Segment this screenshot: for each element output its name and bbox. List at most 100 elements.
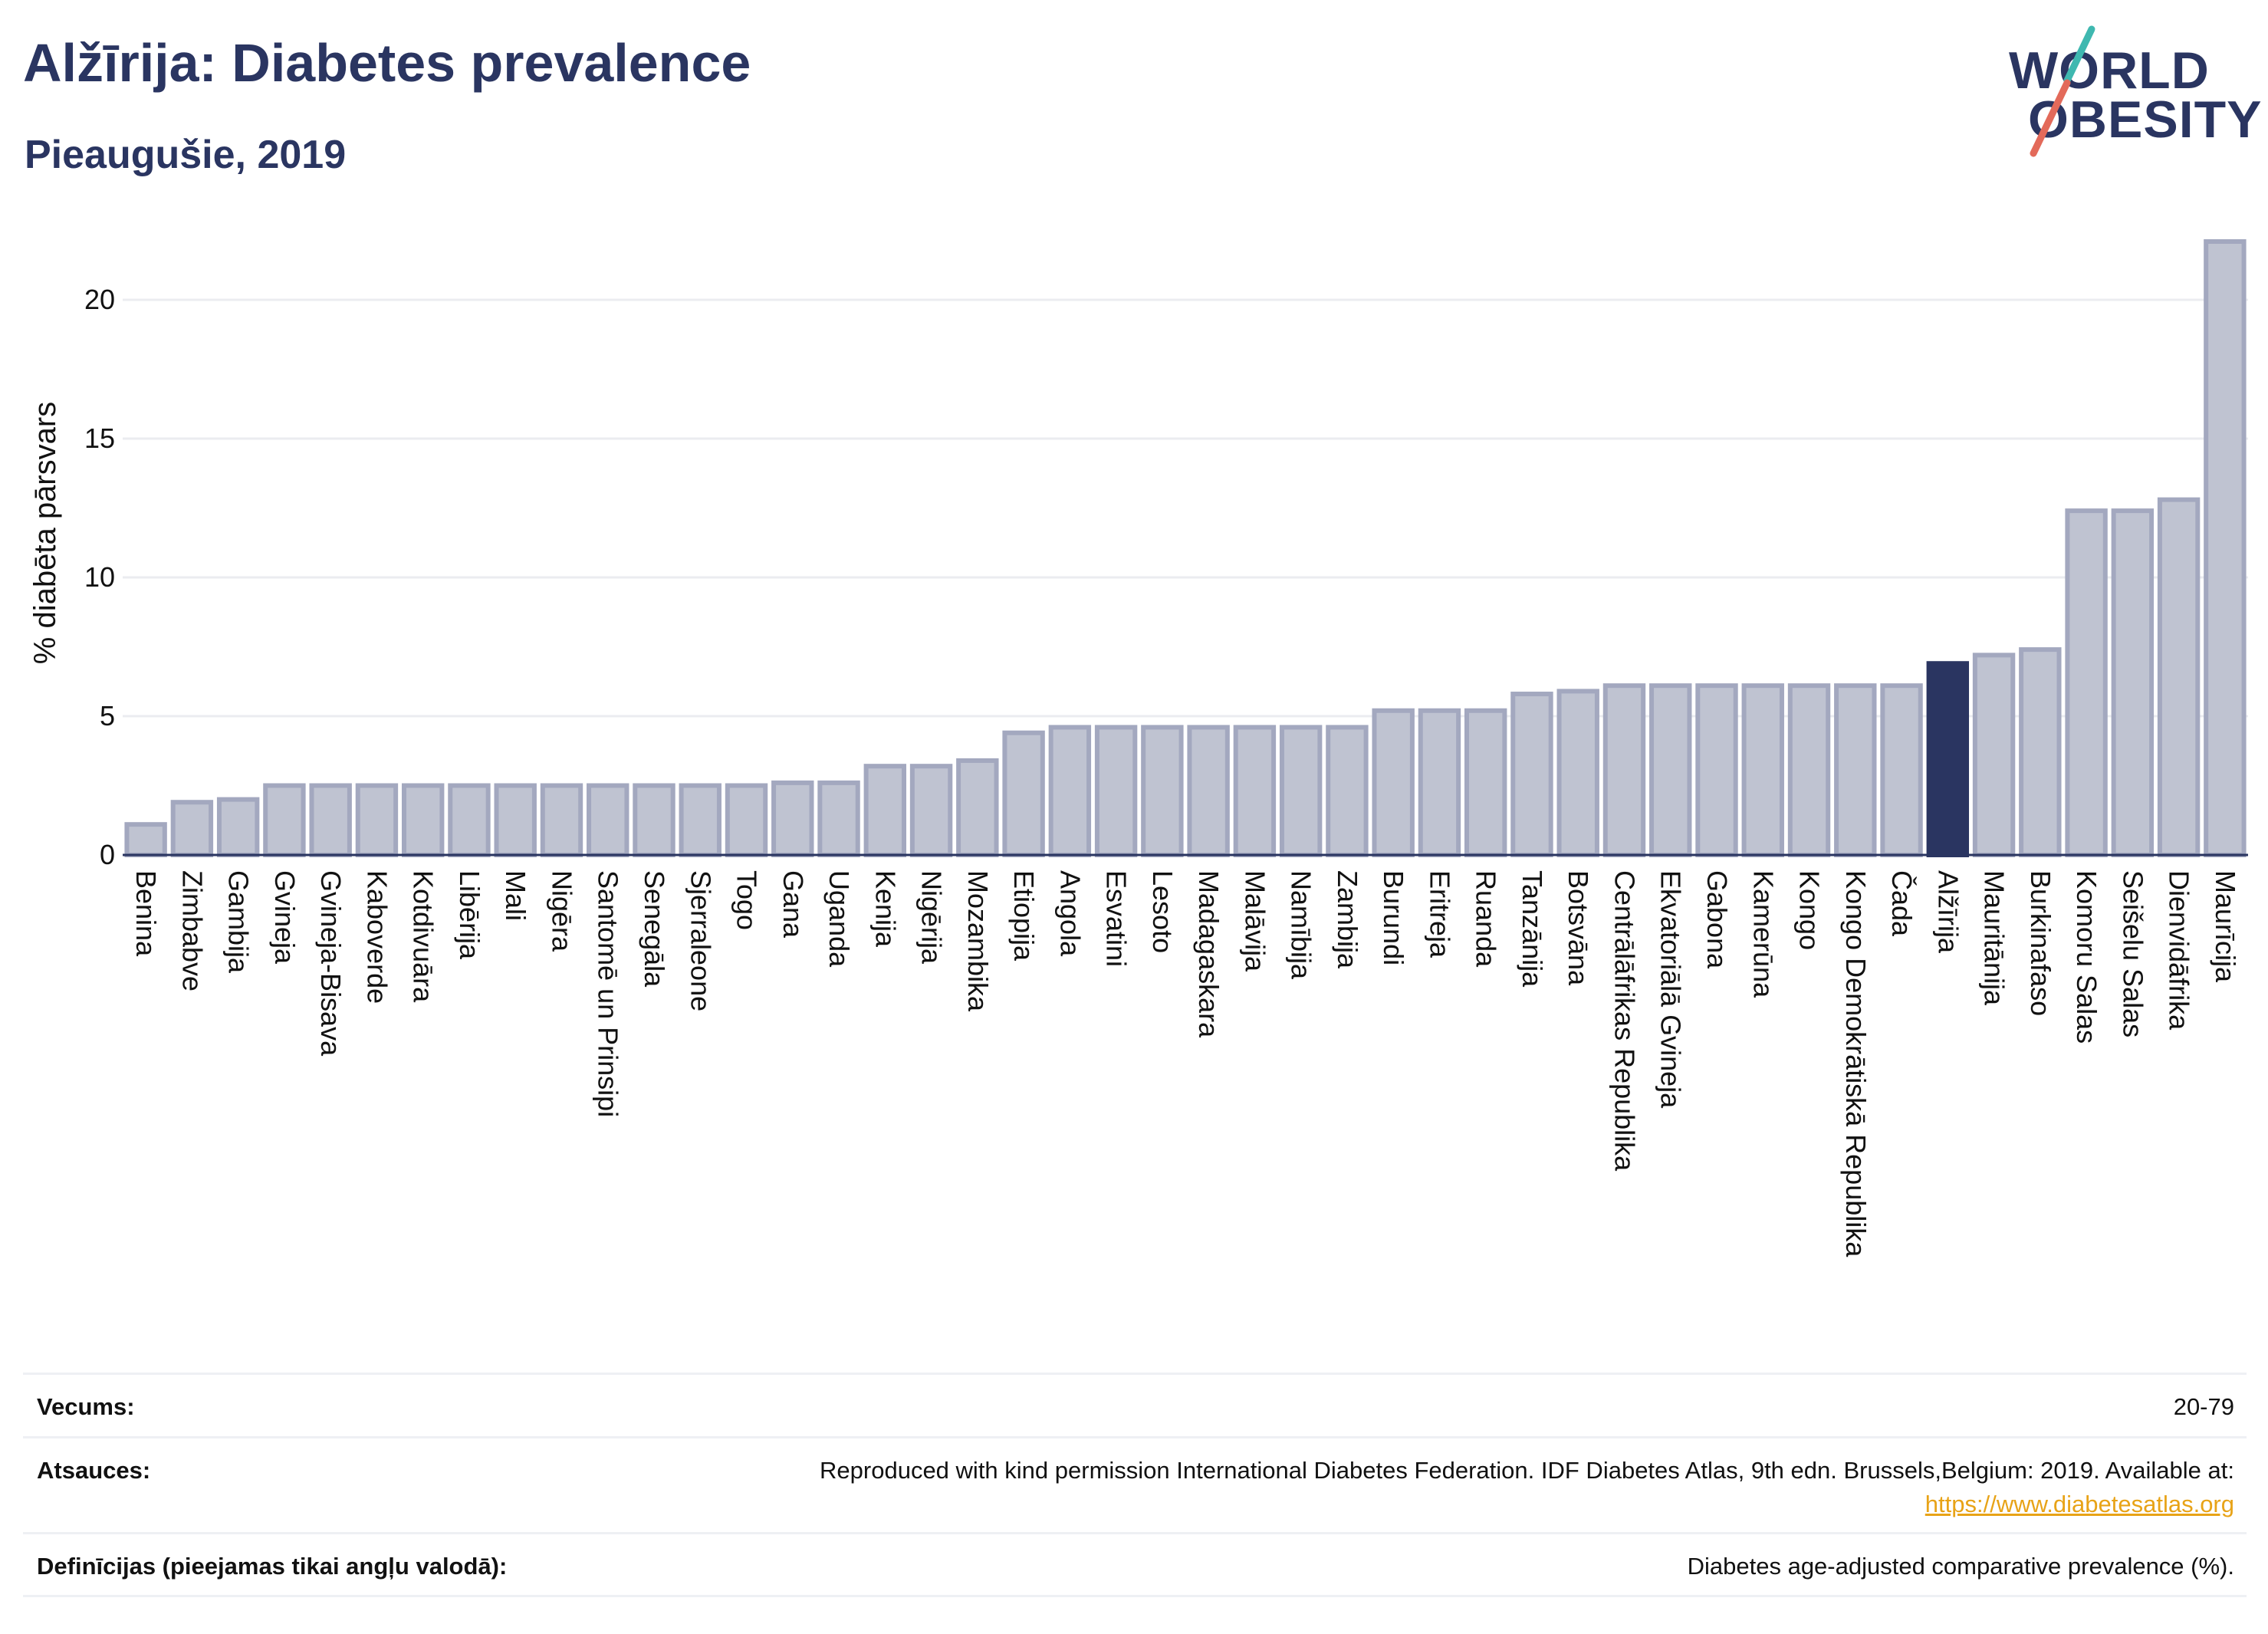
x-tick-label: Esvatini	[1101, 870, 1132, 967]
bar-Eritreja[interactable]	[1418, 708, 1461, 858]
bar-Gvineja-Bisava[interactable]	[309, 783, 352, 857]
x-tick-label: Uganda	[823, 870, 855, 968]
x-tick-labels: Benina Zimbabve Gambija Gvineja Gvineja-Bisa…	[130, 870, 2241, 1258]
grid-lines	[123, 298, 2248, 718]
x-tick-label: Mauritānija	[1979, 870, 2010, 1006]
bar-Kamerūna[interactable]	[1741, 683, 1784, 857]
bar-Gvineja[interactable]	[263, 783, 306, 857]
bar-chart: 0 5 10 15 20 Benina Zimbabve Gambija Gvineja Gvi…	[28, 238, 2248, 1258]
x-tick-label: Gabona	[1701, 870, 1733, 969]
bar-Lesoto[interactable]	[1141, 725, 1184, 857]
bar-Gana[interactable]	[771, 780, 814, 858]
bar-Etiopija[interactable]	[1002, 730, 1045, 857]
bar-Uganda[interactable]	[817, 780, 860, 858]
x-tick-label: Sjerraleone	[685, 870, 716, 1011]
bar-Esvatini[interactable]	[1094, 725, 1138, 857]
bar-Zambija[interactable]	[1326, 725, 1369, 857]
bar-Burundi[interactable]	[1372, 708, 1415, 858]
age-label: Vecums:	[37, 1393, 135, 1420]
bar-Tanzānija[interactable]	[1510, 692, 1553, 857]
bar-Maurīcija[interactable]	[2204, 238, 2247, 858]
y-axis-label: % diabēta pārsvars	[28, 402, 62, 664]
footer-definitions-row: Definīcijas (pieejamas tikai angļu valod…	[23, 1532, 2247, 1597]
x-tick-label: Namībija	[1286, 870, 1317, 980]
bar-Mauritānija[interactable]	[1972, 653, 2016, 857]
bar-Togo[interactable]	[725, 783, 768, 857]
bar-Ruanda[interactable]	[1464, 708, 1507, 858]
bar-Madagaskara[interactable]	[1187, 725, 1230, 857]
x-tick-label: Kamerūna	[1747, 870, 1779, 998]
x-tick-label: Eritreja	[1424, 870, 1455, 958]
bar-Nigērija[interactable]	[909, 764, 953, 857]
bar-Botsvāna[interactable]	[1556, 689, 1599, 857]
bar-Ekvatoriālā Gvineja[interactable]	[1649, 683, 1692, 857]
bar-Benina[interactable]	[124, 822, 167, 858]
x-tick-label: Dienvidāfrika	[2164, 870, 2195, 1031]
bar-Kongo[interactable]	[1787, 683, 1831, 857]
bar-Angola[interactable]	[1048, 725, 1092, 857]
bar-Dienvidāfrika[interactable]	[2157, 497, 2201, 857]
bar-Malāvija[interactable]	[1233, 725, 1277, 857]
x-tick-label: Mozambika	[962, 870, 994, 1012]
bar-Gambija[interactable]	[216, 797, 260, 857]
x-tick-label: Madagaskara	[1193, 870, 1224, 1038]
bar-Burkinafaso[interactable]	[2019, 647, 2062, 857]
x-tick-label: Togo	[731, 870, 763, 930]
x-tick-label: Kenija	[869, 870, 901, 948]
bar-Kongo Demokrātiskā Republika[interactable]	[1834, 683, 1877, 857]
sources-link[interactable]: https://www.diabetesatlas.org	[1925, 1491, 2234, 1517]
x-tick-label: Malāvija	[1239, 870, 1270, 972]
x-tick-label: Tanzānija	[1517, 870, 1548, 988]
sources-label: Atsauces:	[37, 1457, 151, 1484]
logo-slash-icon	[2030, 25, 2095, 157]
bar-Nigēra[interactable]	[540, 783, 583, 857]
sources-text: Reproduced with kind permission Internat…	[820, 1457, 2234, 1484]
footer-bottom-border	[23, 1595, 2247, 1597]
x-tick-label: Gvineja	[269, 870, 301, 965]
bar-Mali[interactable]	[494, 783, 537, 857]
bar-Čada[interactable]	[1880, 683, 1923, 857]
x-tick-label: Gvineja-Bisava	[315, 870, 347, 1057]
bar-Kaboverde[interactable]	[355, 783, 399, 857]
bar-Gabona[interactable]	[1695, 683, 1738, 857]
x-tick-label: Gambija	[223, 870, 255, 974]
x-tick-label: Alžīrija	[1932, 870, 1964, 954]
bar-Santomē un Prinsipi[interactable]	[587, 783, 629, 857]
bar-Mozambika[interactable]	[956, 758, 999, 857]
x-tick-label: Angola	[1054, 870, 1086, 957]
bar-Zimbabve[interactable]	[170, 800, 214, 857]
x-tick-label: Lesoto	[1147, 870, 1178, 953]
y-tick-label: 20	[84, 284, 115, 315]
bar-Centrālāfrikas Republika[interactable]	[1602, 683, 1646, 857]
y-tick-label: 10	[84, 561, 115, 593]
bars	[124, 238, 2247, 858]
age-value: 20-79	[2173, 1393, 2234, 1420]
x-tick-label: Etiopija	[1008, 870, 1040, 962]
x-tick-label: Ruanda	[1471, 870, 1502, 968]
x-tick-label: Santomē un Prinsipi	[593, 870, 624, 1117]
x-tick-label: Nigēra	[546, 870, 577, 952]
x-tick-label: Libērija	[454, 870, 485, 960]
x-tick-label: Burundi	[1378, 870, 1409, 965]
bar-Kotdivuāra[interactable]	[401, 783, 445, 857]
bar-Libērija[interactable]	[448, 783, 491, 857]
x-tick-label: Maurīcija	[2210, 870, 2241, 983]
bar-Seišelu Salas[interactable]	[2111, 508, 2155, 857]
y-tick-labels: 0 5 10 15 20	[84, 284, 115, 870]
definitions-label: Definīcijas (pieejamas tikai angļu valod…	[37, 1553, 508, 1580]
x-tick-label: Kongo Demokrātiskā Republika	[1840, 870, 1872, 1258]
bar-Komoru Salas[interactable]	[2065, 508, 2108, 857]
bar-Kenija[interactable]	[863, 764, 907, 857]
x-tick-label: Senegāla	[639, 870, 670, 988]
y-tick-label: 5	[100, 700, 115, 732]
bar-Sjerraleone[interactable]	[679, 783, 721, 857]
x-tick-label: Centrālāfrikas Republika	[1609, 870, 1640, 1172]
bar-Namībija[interactable]	[1279, 725, 1323, 857]
x-tick-label: Kotdivuāra	[408, 870, 439, 1003]
logo-line-2: OBESITY	[2028, 90, 2263, 149]
footer-sources-row: Atsauces: Reproduced with kind permissio…	[23, 1436, 2247, 1534]
footer-age-row: Vecums: 20-79	[23, 1373, 2247, 1438]
bar-Alžīrija[interactable]	[1926, 661, 1970, 857]
bar-Senegāla[interactable]	[633, 783, 675, 857]
y-tick-label: 0	[100, 839, 115, 870]
